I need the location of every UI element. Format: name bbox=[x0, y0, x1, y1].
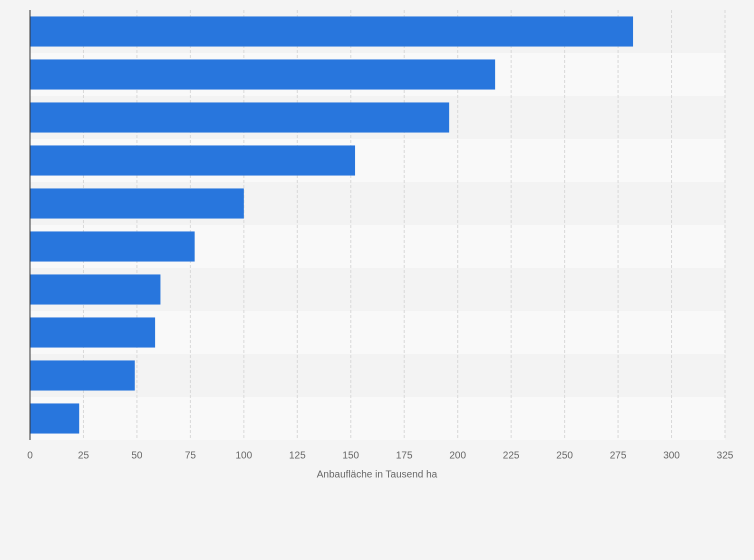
bar bbox=[30, 360, 135, 391]
x-axis-label: Anbaufläche in Tausend ha bbox=[317, 470, 438, 481]
x-tick-label: 250 bbox=[556, 451, 573, 462]
x-tick-label: 325 bbox=[717, 451, 734, 462]
x-tick-label: 25 bbox=[78, 451, 90, 462]
x-tick-label: 100 bbox=[236, 451, 253, 462]
x-tick-label: 50 bbox=[131, 451, 143, 462]
bar bbox=[30, 403, 80, 434]
x-tick-label: 200 bbox=[449, 451, 466, 462]
x-tick-label: 275 bbox=[610, 451, 627, 462]
bar bbox=[30, 317, 156, 348]
row-band bbox=[30, 354, 725, 397]
bar bbox=[30, 188, 244, 219]
bar bbox=[30, 59, 496, 90]
bar bbox=[30, 16, 634, 47]
bar bbox=[30, 145, 356, 176]
x-tick-label: 225 bbox=[503, 451, 520, 462]
x-tick-label: 75 bbox=[185, 451, 197, 462]
bar bbox=[30, 102, 450, 133]
bar bbox=[30, 274, 161, 305]
x-tick-label: 175 bbox=[396, 451, 413, 462]
x-tick-label: 125 bbox=[289, 451, 306, 462]
x-tick-label: 0 bbox=[27, 451, 33, 462]
bar bbox=[30, 231, 195, 262]
x-tick-label: 300 bbox=[663, 451, 680, 462]
x-tick-label: 150 bbox=[342, 451, 359, 462]
row-band bbox=[30, 397, 725, 440]
